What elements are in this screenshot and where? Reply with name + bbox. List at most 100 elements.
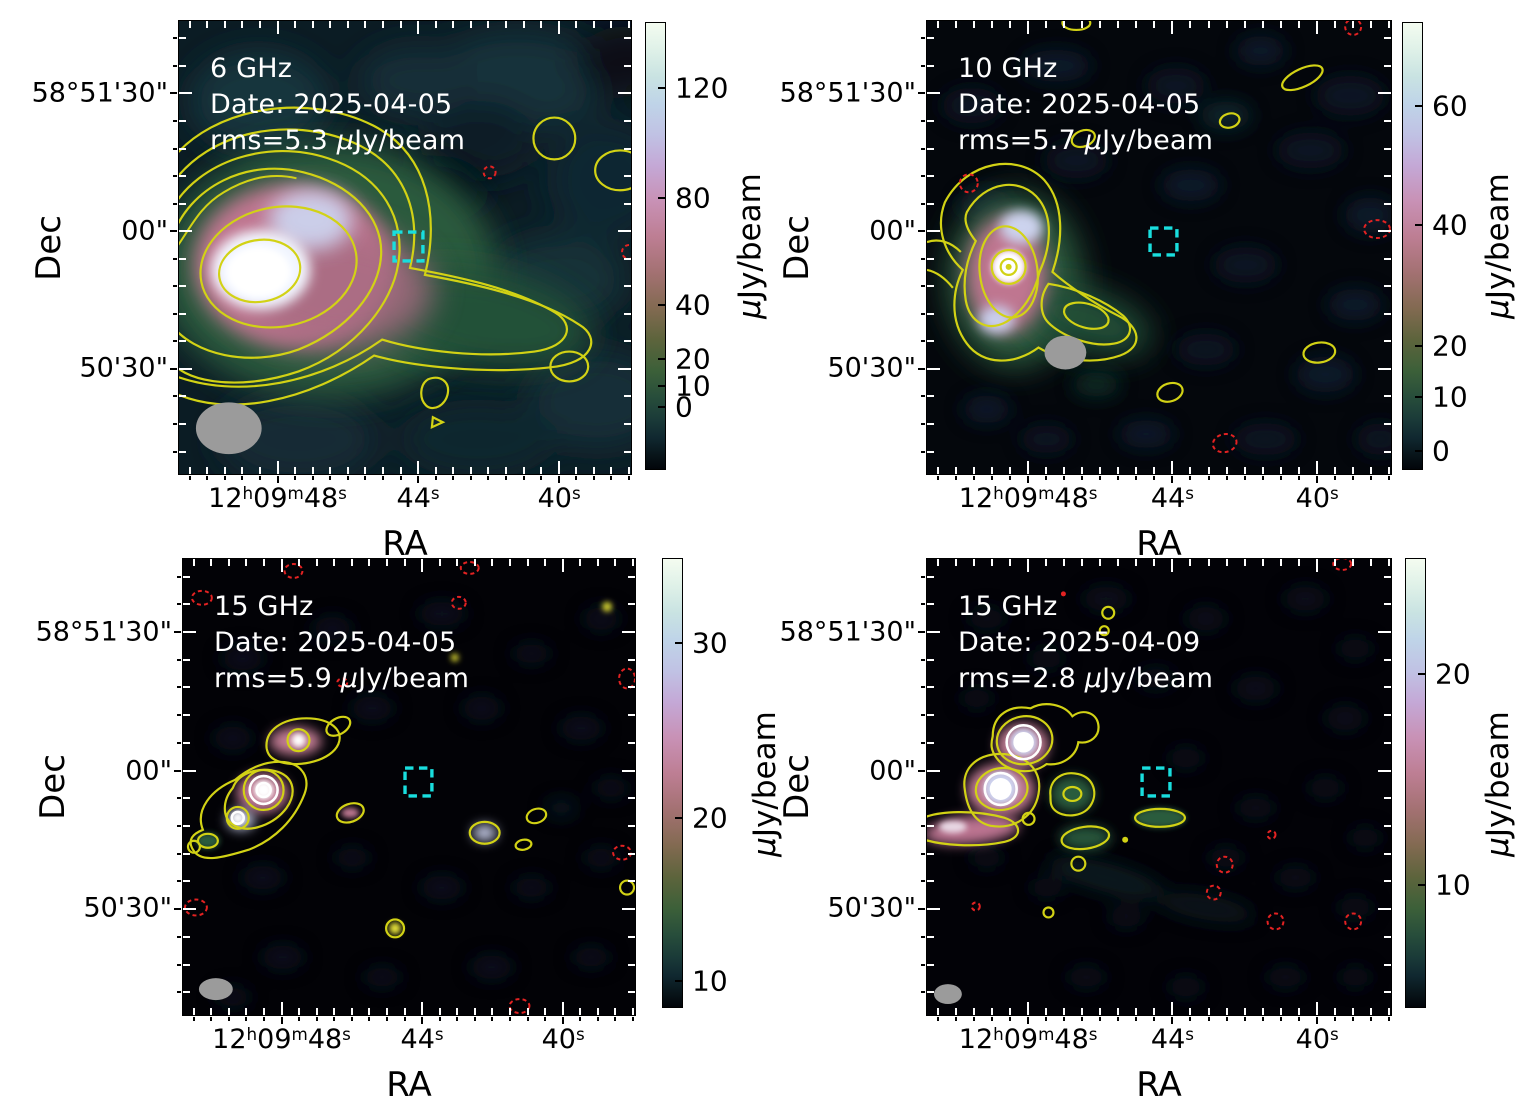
axis-tick xyxy=(183,769,196,772)
axis-tick-outer xyxy=(1207,1017,1210,1021)
axis-tick xyxy=(227,1008,230,1015)
ra-tick-label: 40s xyxy=(1295,1024,1339,1055)
positive-contours xyxy=(927,21,1337,403)
axis-tick xyxy=(1045,21,1048,28)
axis-tick xyxy=(927,367,940,370)
axis-tick xyxy=(399,467,402,474)
axis-tick xyxy=(955,467,957,474)
annotation-date: Date: 2025-04-05 xyxy=(214,626,457,658)
axis-tick xyxy=(1171,461,1174,474)
axis-tick xyxy=(311,21,314,28)
axis-tick xyxy=(624,395,631,398)
colorbar-tick xyxy=(1418,672,1426,675)
dec-tick-label: 58°51'30" xyxy=(779,77,916,109)
colorbar-unit-label: μJy/beam xyxy=(732,173,768,319)
colorbar-tick-label: 10 xyxy=(1432,380,1468,414)
axis-tick xyxy=(927,908,940,911)
axis-tick xyxy=(927,175,934,178)
axis-tick xyxy=(624,37,631,40)
axis-tick-outer xyxy=(298,1017,301,1021)
axis-tick xyxy=(1384,797,1391,800)
source-glow xyxy=(927,723,1186,850)
axis-tick xyxy=(526,559,529,566)
axis-tick xyxy=(927,395,934,398)
axis-tick xyxy=(329,467,332,474)
axis-tick xyxy=(596,559,599,566)
axis-tick-outer xyxy=(921,450,925,453)
axis-tick xyxy=(1333,467,1336,474)
axis-tick xyxy=(622,908,635,911)
axis-tick-outer xyxy=(1261,1017,1264,1021)
axis-tick xyxy=(1369,21,1372,28)
axis-tick-outer xyxy=(452,476,455,480)
colorbar-tick-label: 20 xyxy=(1435,657,1471,691)
axis-tick xyxy=(245,1008,248,1015)
axis-tick xyxy=(179,202,186,205)
axis-tick xyxy=(1384,37,1391,40)
axis-tick xyxy=(1171,1002,1174,1015)
axis-tick-outer xyxy=(177,991,181,994)
colorbar-tick-label: 0 xyxy=(675,390,693,424)
axis-tick-outer xyxy=(173,120,177,123)
axis-tick-outer xyxy=(473,1017,476,1021)
dec-tick-label: 00" xyxy=(869,755,916,787)
axis-tick xyxy=(614,559,617,566)
axis-tick-outer xyxy=(333,1017,336,1021)
axis-tick xyxy=(1384,852,1391,855)
axis-tick xyxy=(183,630,196,633)
panel-15ghz-a: 15 GHz Date: 2025-04-05 rms=5.9 μJy/beam… xyxy=(33,558,636,1098)
axis-tick xyxy=(294,467,297,474)
axis-tick xyxy=(1207,1008,1210,1015)
axis-tick xyxy=(1135,21,1138,28)
axis-tick-outer xyxy=(276,476,279,483)
axis-tick-outer xyxy=(368,1017,371,1021)
axis-tick-outer xyxy=(177,825,181,828)
axis-tick xyxy=(927,202,934,205)
axis-tick xyxy=(1279,467,1282,474)
axis-tick xyxy=(927,37,934,40)
axis-tick xyxy=(624,64,631,67)
axis-tick-outer xyxy=(1351,476,1354,480)
axis-tick xyxy=(179,92,192,95)
axis-tick xyxy=(1384,741,1391,744)
axis-tick-outer xyxy=(1045,1017,1048,1021)
axis-tick xyxy=(183,852,190,855)
axis-tick xyxy=(1384,658,1391,661)
axis-tick xyxy=(622,769,635,772)
axis-tick xyxy=(1153,559,1156,566)
axis-tick xyxy=(179,340,186,343)
axis-tick-outer xyxy=(973,476,976,480)
colorbar-tick xyxy=(675,980,683,983)
axis-tick xyxy=(927,825,934,828)
colorbar-15ghz-a: 30 20 10 xyxy=(662,558,728,1008)
colorbar-tick xyxy=(658,303,666,306)
axis-tick-outer xyxy=(561,1017,564,1024)
axis-tick-outer xyxy=(329,476,332,480)
noise-mottling xyxy=(941,35,1391,456)
axis-tick xyxy=(452,467,455,474)
axis-tick xyxy=(179,37,186,40)
axis-tick-outer xyxy=(1189,476,1192,480)
axis-tick xyxy=(469,21,472,28)
axis-tick xyxy=(1279,21,1282,28)
axis-tick-outer xyxy=(921,658,925,661)
axis-tick xyxy=(627,467,630,474)
axis-tick xyxy=(183,741,190,744)
annotation-frequency: 10 GHz xyxy=(958,53,1058,84)
axis-tick xyxy=(1384,575,1391,578)
saturated-contours xyxy=(230,774,279,826)
axis-tick xyxy=(579,559,582,566)
axis-tick xyxy=(628,603,635,606)
axis-tick xyxy=(487,467,490,474)
dec-tick-label: 00" xyxy=(869,215,916,247)
panel-annotation: 15 GHz Date: 2025-04-09 rms=2.8 μJy/beam xyxy=(958,589,1213,697)
axis-tick xyxy=(631,1008,634,1015)
axis-tick-outer xyxy=(1099,476,1102,480)
axis-tick-outer xyxy=(170,92,177,95)
axis-tick xyxy=(1384,686,1391,689)
axis-tick xyxy=(381,21,384,28)
axis-tick xyxy=(1384,603,1391,606)
axis-tick-outer xyxy=(921,422,925,425)
annotation-date: Date: 2025-04-05 xyxy=(958,88,1201,120)
axis-tick-outer xyxy=(918,230,925,233)
